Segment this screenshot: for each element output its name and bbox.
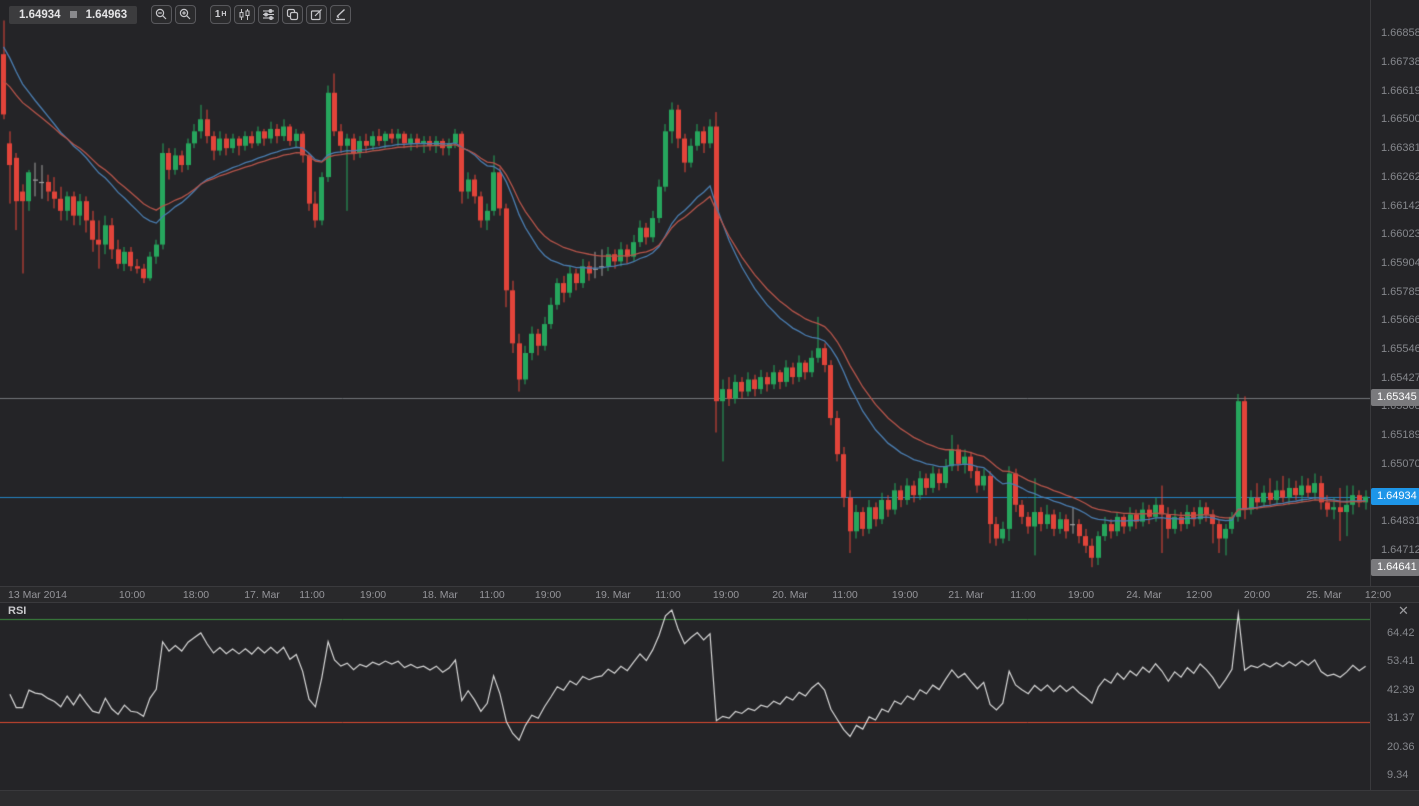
time-tick: 13 Mar 2014 <box>8 589 67 601</box>
zoom-in-icon <box>179 8 191 20</box>
time-tick: 19:00 <box>712 589 740 601</box>
timeframe-number: 1 <box>214 9 221 20</box>
price-tick: 1.66738 <box>1381 55 1419 68</box>
time-tick: 21. Mar <box>948 589 984 601</box>
main-price-chart[interactable] <box>0 0 1370 585</box>
time-tick: 18. Mar <box>422 589 458 601</box>
price-tick: 1.64831 <box>1381 515 1419 528</box>
indicator-settings-button[interactable] <box>258 5 280 24</box>
price-tick: 1.64712 <box>1381 544 1419 557</box>
price-tick: 1.65666 <box>1381 314 1419 327</box>
rsi-tick: 20.36 <box>1387 740 1415 753</box>
bid-price: 1.64934 <box>19 8 61 21</box>
price-tick: 1.66381 <box>1381 141 1419 154</box>
zoom-in-button[interactable] <box>175 5 197 24</box>
price-badge: 1.64934 <box>1371 488 1419 506</box>
rsi-tick: 9.34 <box>1387 768 1409 781</box>
time-tick: 10:00 <box>118 589 146 601</box>
price-tick: 1.66858 <box>1381 27 1419 39</box>
price-tick: 1.66619 <box>1381 84 1419 97</box>
time-tick: 12:00 <box>1364 589 1392 601</box>
rsi-indicator-chart[interactable] <box>0 602 1370 790</box>
edit-annotations-button[interactable] <box>306 5 328 24</box>
time-tick: 11:00 <box>1010 589 1036 601</box>
draw-marker-button[interactable] <box>330 5 352 24</box>
candlestick-icon <box>239 9 250 20</box>
time-tick: 11:00 <box>479 589 505 601</box>
price-tick: 1.65070 <box>1381 457 1419 470</box>
time-tick: 18:00 <box>182 589 210 601</box>
price-tick: 1.65785 <box>1381 285 1419 298</box>
time-tick: 19. Mar <box>595 589 631 601</box>
time-tick: 11:00 <box>832 589 858 601</box>
time-tick: 25. Mar <box>1306 589 1342 601</box>
rsi-panel: RSI ✕ 64.42 53.41 42.39 31.37 20.36 9.34 <box>0 602 1419 790</box>
copy-chart-button[interactable] <box>282 5 304 24</box>
edit-icon <box>311 9 323 21</box>
ask-price: 1.64963 <box>85 8 128 21</box>
time-tick: 19:00 <box>534 589 562 601</box>
sliders-icon <box>263 9 275 20</box>
zoom-out-button[interactable] <box>151 5 173 24</box>
time-tick: 20:00 <box>1243 589 1271 601</box>
time-tick: 17. Mar <box>244 589 280 601</box>
price-axis[interactable]: 1.66858 1.66738 1.66619 1.66500 1.66381 1.662… <box>1370 0 1419 806</box>
rsi-tick: 31.37 <box>1387 712 1415 725</box>
price-tick: 1.65546 <box>1381 343 1419 356</box>
price-tick: 1.65189 <box>1381 429 1419 442</box>
price-tick: 1.66500 <box>1381 113 1419 126</box>
rsi-tick: 53.41 <box>1387 655 1415 668</box>
time-tick: 20. Mar <box>772 589 808 601</box>
marker-pen-icon <box>336 8 346 21</box>
time-tick: 19:00 <box>891 589 919 601</box>
rsi-tick: 42.39 <box>1387 683 1415 696</box>
time-axis[interactable]: 13 Mar 2014 10:00 18:00 17. Mar 11:00 19:00 18… <box>0 586 1419 603</box>
price-tick: 1.65427 <box>1381 371 1419 384</box>
time-tick: 19:00 <box>359 589 387 601</box>
rsi-panel-title: RSI <box>8 605 27 617</box>
time-tick: 11:00 <box>299 589 325 601</box>
time-tick: 11:00 <box>655 589 681 601</box>
price-badge: 1.64641 <box>1371 558 1419 576</box>
price-badge: 1.65345 <box>1371 389 1419 407</box>
time-tick: 12:00 <box>1185 589 1213 601</box>
chart-type-button[interactable] <box>234 5 256 24</box>
bid-ask-quote-box: 1.64934 1.64963 <box>9 5 138 24</box>
time-tick: 24. Mar <box>1126 589 1162 601</box>
price-tick: 1.66262 <box>1381 170 1419 183</box>
price-tick: 1.66023 <box>1381 228 1419 241</box>
price-tick: 1.65904 <box>1381 256 1419 269</box>
rsi-close-button[interactable]: ✕ <box>1398 603 1409 618</box>
timeframe-unit: H <box>221 11 227 18</box>
zoom-out-icon <box>155 8 167 20</box>
rsi-tick: 64.42 <box>1387 627 1415 639</box>
copy-icon <box>287 8 299 21</box>
bottom-scroll-strip[interactable] <box>0 790 1419 806</box>
time-tick: 19:00 <box>1067 589 1095 601</box>
spread-indicator-icon <box>69 11 77 18</box>
price-tick: 1.66142 <box>1381 199 1419 212</box>
